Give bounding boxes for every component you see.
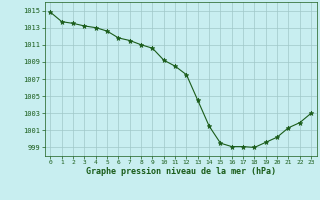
X-axis label: Graphe pression niveau de la mer (hPa): Graphe pression niveau de la mer (hPa): [86, 167, 276, 176]
